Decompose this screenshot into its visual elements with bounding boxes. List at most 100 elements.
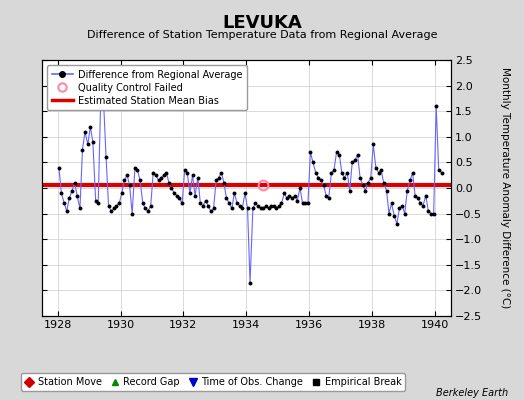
Point bbox=[383, 187, 391, 194]
Point bbox=[406, 177, 414, 184]
Point bbox=[314, 174, 322, 181]
Point bbox=[76, 205, 84, 212]
Point bbox=[128, 210, 136, 217]
Point bbox=[432, 103, 440, 109]
Point bbox=[353, 152, 362, 158]
Point bbox=[235, 203, 244, 209]
Point bbox=[328, 170, 336, 176]
Point bbox=[438, 170, 446, 176]
Point bbox=[225, 200, 234, 206]
Point bbox=[345, 187, 354, 194]
Point bbox=[411, 192, 419, 199]
Legend: Station Move, Record Gap, Time of Obs. Change, Empirical Break: Station Move, Record Gap, Time of Obs. C… bbox=[20, 373, 406, 391]
Point bbox=[172, 192, 181, 199]
Point bbox=[170, 190, 179, 196]
Point bbox=[408, 170, 417, 176]
Point bbox=[147, 203, 155, 209]
Point bbox=[84, 141, 92, 148]
Point bbox=[419, 203, 427, 209]
Point bbox=[220, 180, 228, 186]
Point bbox=[301, 200, 309, 206]
Point bbox=[94, 200, 102, 206]
Point bbox=[68, 187, 77, 194]
Point bbox=[379, 180, 388, 186]
Point bbox=[60, 200, 69, 206]
Point bbox=[414, 195, 422, 202]
Point bbox=[332, 149, 341, 155]
Point bbox=[133, 167, 141, 173]
Point bbox=[110, 205, 118, 212]
Point bbox=[92, 198, 100, 204]
Point bbox=[70, 180, 79, 186]
Point bbox=[316, 177, 325, 184]
Point bbox=[141, 205, 149, 212]
Point bbox=[400, 210, 409, 217]
Point bbox=[322, 192, 330, 199]
Point bbox=[222, 195, 231, 202]
Point bbox=[427, 210, 435, 217]
Point bbox=[324, 195, 333, 202]
Point bbox=[269, 203, 278, 209]
Point bbox=[196, 200, 204, 206]
Point bbox=[202, 198, 210, 204]
Point bbox=[123, 172, 132, 178]
Point bbox=[265, 205, 273, 212]
Point bbox=[81, 128, 89, 135]
Point bbox=[204, 203, 212, 209]
Point bbox=[367, 174, 375, 181]
Point bbox=[183, 170, 191, 176]
Point bbox=[159, 172, 168, 178]
Point bbox=[298, 200, 307, 206]
Point bbox=[422, 192, 430, 199]
Point bbox=[112, 203, 121, 209]
Point bbox=[210, 205, 218, 212]
Point bbox=[387, 200, 396, 206]
Point bbox=[343, 170, 352, 176]
Point bbox=[230, 190, 238, 196]
Point bbox=[261, 203, 270, 209]
Point bbox=[257, 205, 265, 212]
Point bbox=[395, 205, 403, 212]
Point bbox=[57, 190, 66, 196]
Point bbox=[403, 187, 411, 194]
Point bbox=[340, 174, 348, 181]
Point bbox=[186, 190, 194, 196]
Point bbox=[330, 167, 338, 173]
Point bbox=[243, 205, 252, 212]
Point bbox=[416, 200, 424, 206]
Point bbox=[392, 221, 401, 227]
Point bbox=[233, 200, 242, 206]
Point bbox=[217, 170, 226, 176]
Point bbox=[191, 192, 199, 199]
Point bbox=[375, 170, 383, 176]
Point bbox=[290, 192, 299, 199]
Point bbox=[178, 200, 187, 206]
Point bbox=[282, 195, 291, 202]
Point bbox=[377, 167, 385, 173]
Point bbox=[131, 164, 139, 171]
Point bbox=[155, 177, 163, 184]
Legend: Difference from Regional Average, Quality Control Failed, Estimated Station Mean: Difference from Regional Average, Qualit… bbox=[47, 65, 247, 110]
Point bbox=[335, 152, 344, 158]
Point bbox=[199, 203, 207, 209]
Point bbox=[180, 167, 189, 173]
Point bbox=[149, 170, 157, 176]
Point bbox=[372, 164, 380, 171]
Point bbox=[259, 205, 267, 212]
Point bbox=[175, 195, 183, 202]
Point bbox=[293, 198, 301, 204]
Point bbox=[312, 170, 320, 176]
Y-axis label: Monthly Temperature Anomaly Difference (°C): Monthly Temperature Anomaly Difference (… bbox=[500, 67, 510, 309]
Point bbox=[212, 177, 220, 184]
Point bbox=[73, 192, 81, 199]
Point bbox=[304, 200, 312, 206]
Point bbox=[320, 182, 328, 189]
Point bbox=[254, 203, 262, 209]
Point bbox=[241, 190, 249, 196]
Point bbox=[369, 141, 377, 148]
Point bbox=[280, 190, 289, 196]
Point bbox=[151, 172, 160, 178]
Point bbox=[115, 200, 124, 206]
Point bbox=[125, 182, 134, 189]
Point bbox=[65, 195, 73, 202]
